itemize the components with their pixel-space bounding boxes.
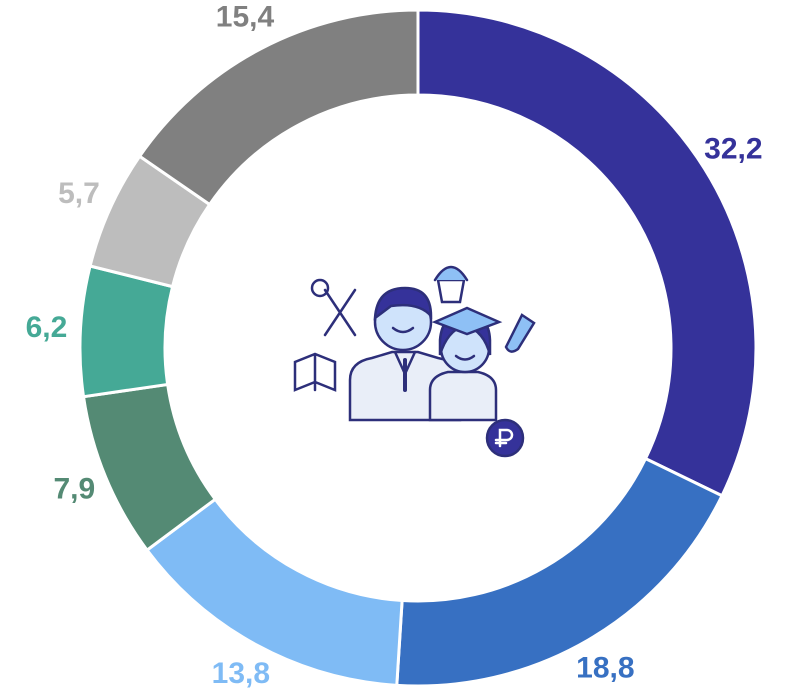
donut-slice (416, 8, 758, 498)
data-label: 6,2 (26, 311, 68, 344)
donut-slice (78, 264, 175, 399)
donut-slice (144, 497, 404, 687)
donut-slice (395, 456, 725, 688)
data-label: 7,9 (53, 472, 95, 505)
donut-slice (137, 8, 420, 207)
center-illustration (293, 265, 536, 458)
data-label: 15,4 (216, 1, 275, 34)
data-label: 5,7 (58, 177, 100, 210)
data-label: 32,2 (704, 133, 762, 166)
data-label: 18,8 (576, 651, 634, 684)
data-label: 13,8 (212, 657, 270, 690)
